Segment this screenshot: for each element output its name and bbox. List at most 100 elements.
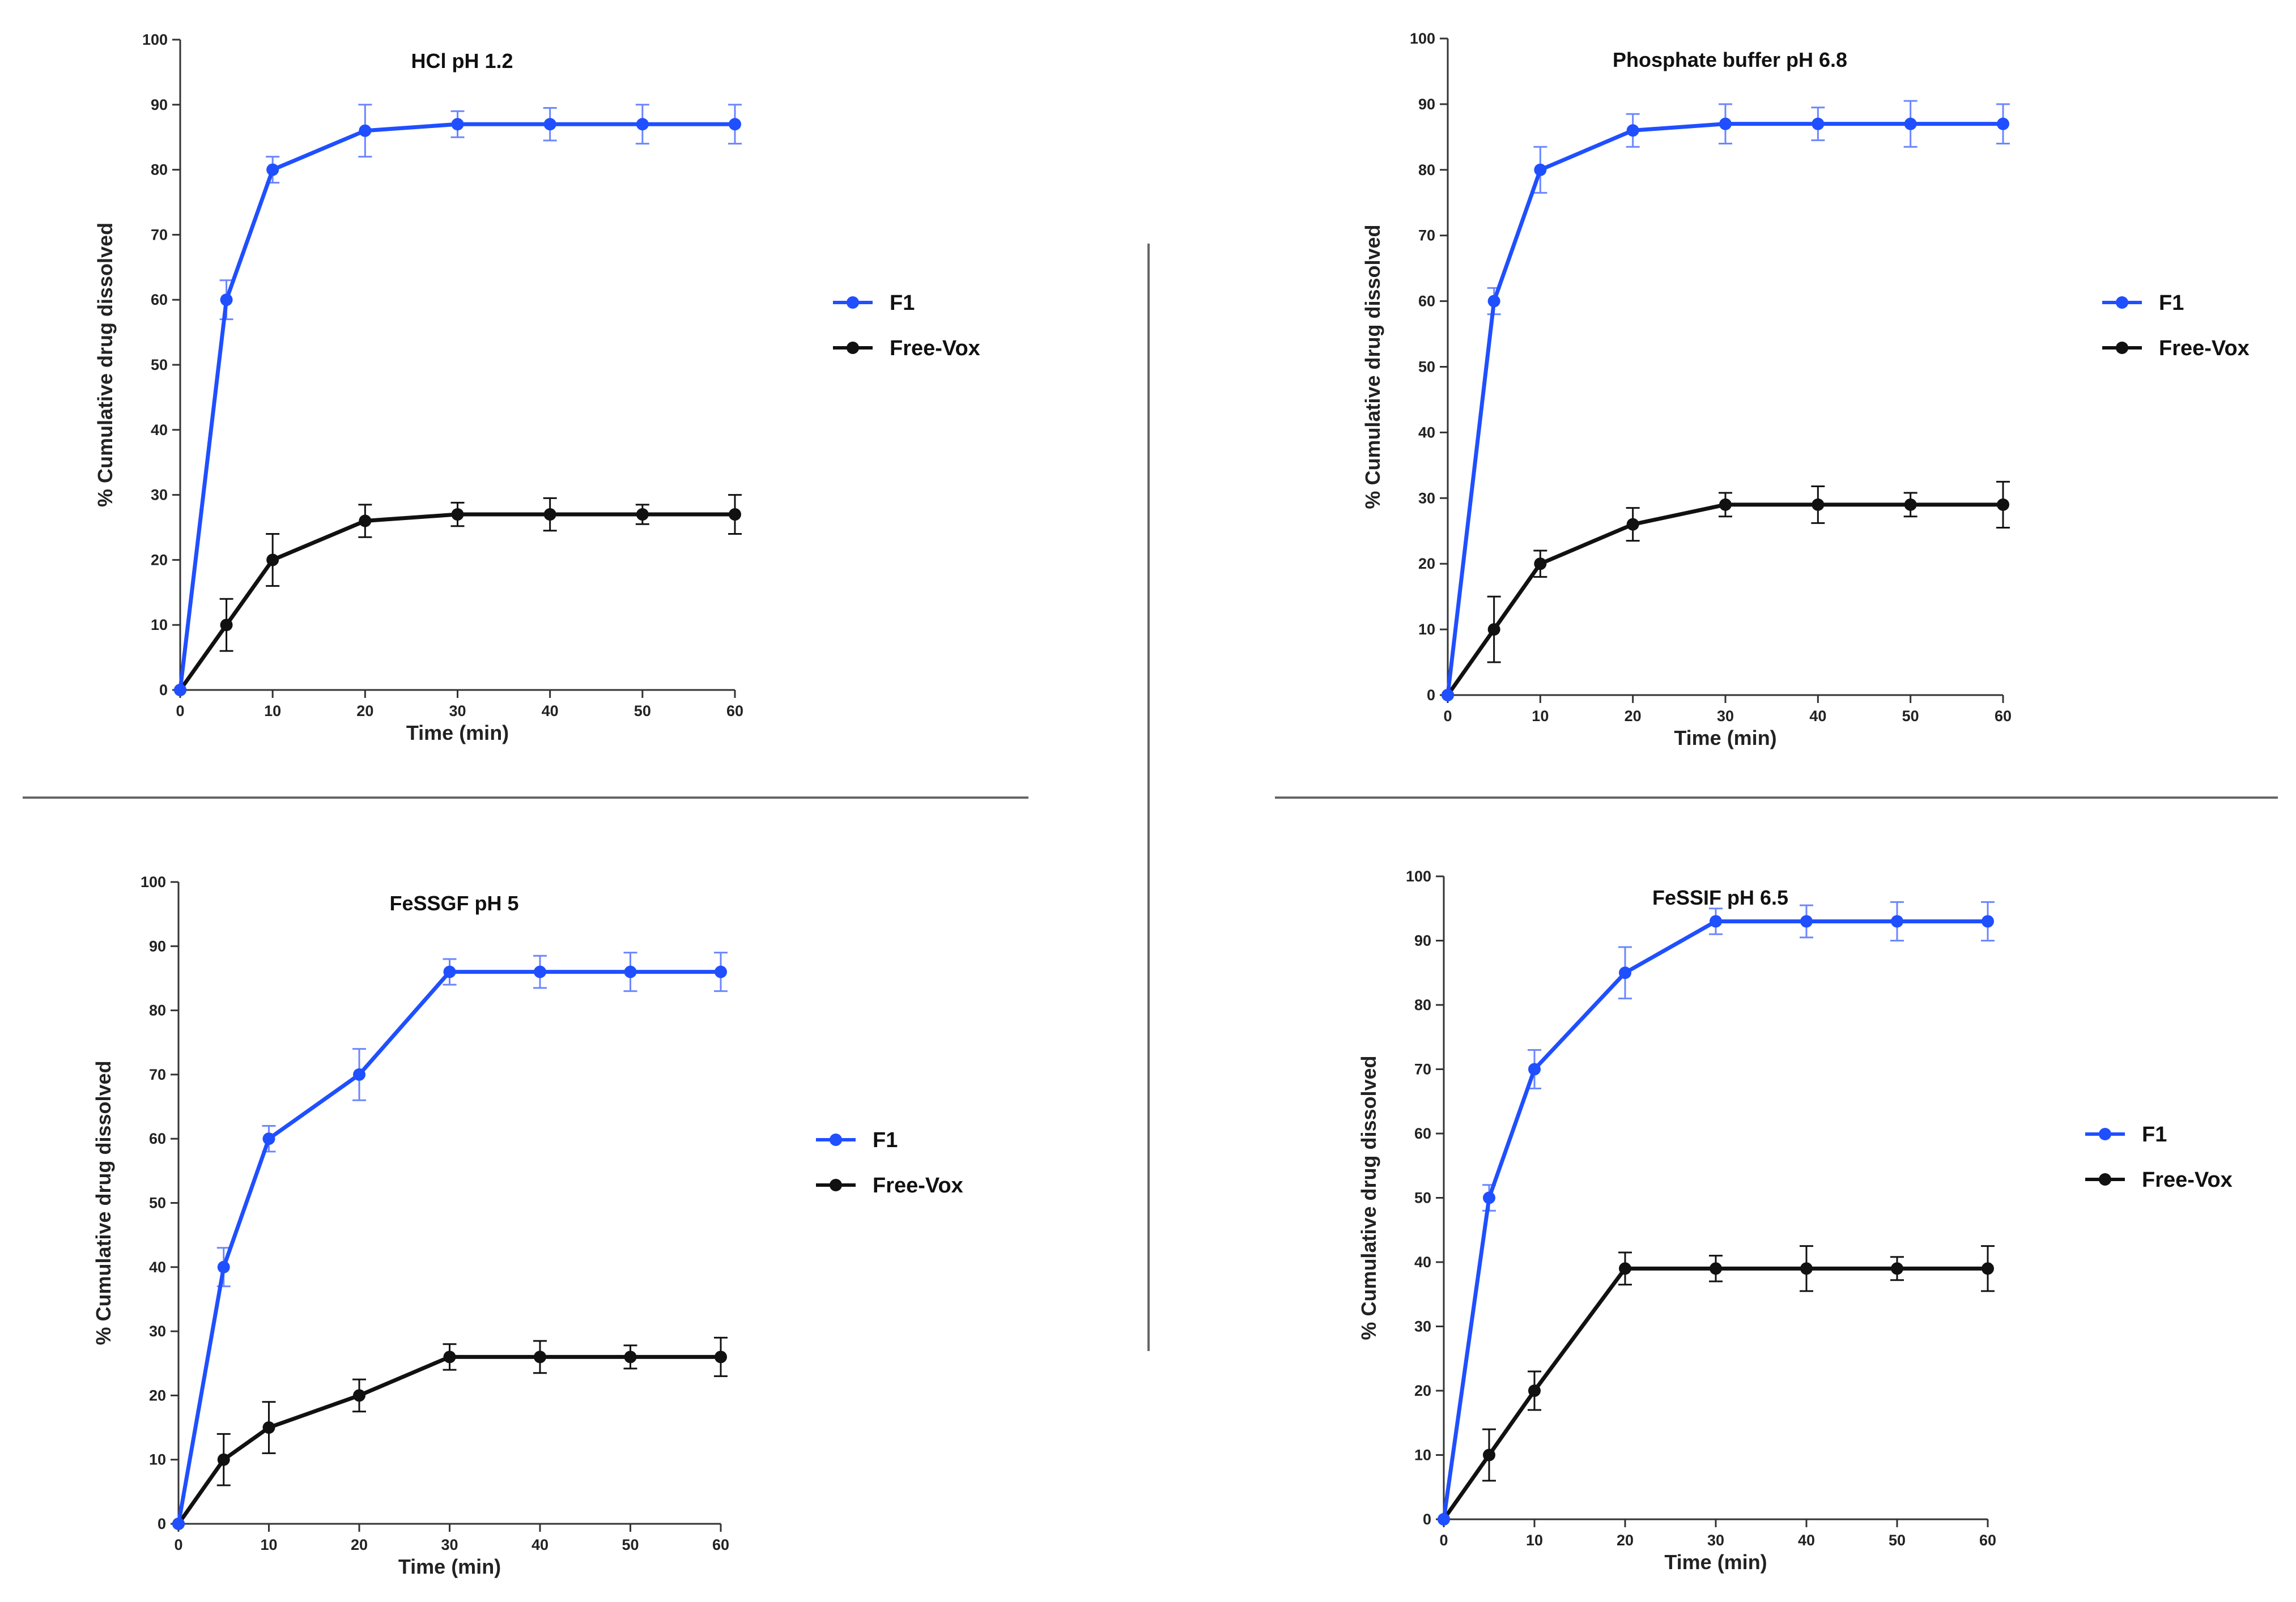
x-tick-label: 10 [1532, 708, 1549, 725]
series-free-vox [1438, 1245, 1995, 1526]
x-tick-label: 60 [712, 1536, 729, 1553]
chart-panel-1: 0 10 20 30 40 50 60 70 80 90 100 0 10 20 30 40 50 60 Time … [93, 31, 980, 744]
x-axis-title: Time (min) [398, 1555, 501, 1578]
data-point [1800, 915, 1813, 928]
legend: F1 Free-Vox [2085, 1123, 2233, 1192]
x-tick-label: 60 [1979, 1532, 1996, 1549]
data-point [172, 1518, 185, 1530]
x-tick-label: 0 [176, 702, 184, 719]
series-line [178, 122, 735, 691]
y-tick-label: 30 [1414, 1318, 1431, 1335]
data-point [359, 124, 372, 137]
x-tick-label: 50 [622, 1536, 639, 1553]
series-line [1445, 122, 2003, 696]
y-tick-label: 50 [149, 1195, 166, 1212]
data-point [1710, 1262, 1722, 1275]
data-point [1626, 518, 1639, 531]
series-line [1446, 502, 2003, 697]
x-tick-label: 20 [1625, 708, 1642, 725]
x-tick-label: 40 [542, 702, 559, 719]
y-tick-label: 50 [1418, 359, 1435, 376]
series-f1 [174, 104, 742, 696]
data-point [353, 1389, 365, 1402]
series-f1 [172, 952, 728, 1530]
x-tick-label: 30 [441, 1536, 458, 1553]
x-tick-label: 60 [1995, 708, 2012, 725]
y-tick-label: 30 [1418, 489, 1435, 506]
y-tick-label: 90 [1414, 932, 1431, 949]
data-point [262, 1132, 275, 1145]
y-axis-title: % Cumulative drug dissolved [1357, 1055, 1380, 1340]
legend-swatch-marker [2099, 1128, 2111, 1140]
y-tick-label: 50 [1414, 1190, 1431, 1207]
x-tick-label: 50 [1902, 708, 1919, 725]
legend: F1 Free-Vox [833, 291, 980, 360]
data-point [359, 514, 372, 527]
y-tick-label: 0 [158, 1515, 166, 1532]
y-tick-label: 40 [149, 1259, 166, 1276]
chart-title: FeSSIF pH 6.5 [1652, 886, 1788, 909]
x-axis-title: Time (min) [1674, 726, 1776, 749]
series-free-vox [172, 1336, 728, 1530]
y-axis-title: % Cumulative drug dissolved [92, 1060, 115, 1345]
x-tick-label: 40 [1798, 1532, 1815, 1549]
data-point [451, 508, 464, 521]
chart-panel-4: 0 10 20 30 40 50 60 70 80 90 100 0 10 20 30 40 50 60 Time … [1357, 868, 2233, 1574]
data-point [1487, 623, 1500, 636]
data-point [1438, 1513, 1450, 1526]
data-point [715, 965, 727, 978]
y-tick-label: 40 [1418, 424, 1435, 441]
data-point [1982, 1262, 1994, 1275]
data-point [534, 965, 546, 978]
legend-swatch-marker [830, 1134, 842, 1146]
legend-label: F1 [2142, 1123, 2167, 1147]
data-point [220, 619, 233, 632]
y-tick-label: 40 [1414, 1254, 1431, 1271]
data-point [543, 118, 556, 131]
y-tick-label: 50 [151, 356, 168, 373]
chart-panel-2: 0 10 20 30 40 50 60 70 80 90 100 0 10 20 30 40 50 60 Time … [1361, 30, 2250, 749]
legend-label: Free-Vox [873, 1174, 963, 1198]
data-point [636, 118, 649, 131]
y-tick-label: 20 [149, 1387, 166, 1404]
data-point [220, 293, 233, 306]
y-tick-label: 10 [149, 1451, 166, 1468]
data-point [729, 508, 741, 521]
y-tick-label: 80 [1418, 161, 1435, 178]
data-point [1528, 1063, 1541, 1076]
x-tick-label: 10 [260, 1536, 277, 1553]
y-tick-label: 70 [151, 226, 168, 243]
legend-label: F1 [890, 291, 915, 315]
y-axis-title: % Cumulative drug dissolved [93, 223, 117, 507]
legend-label: Free-Vox [890, 336, 980, 360]
data-point [1719, 117, 1732, 130]
data-point [1997, 498, 2009, 511]
x-axis-title: Time (min) [406, 721, 509, 744]
series-line [178, 512, 735, 692]
y-tick-label: 100 [1406, 868, 1431, 885]
series-line [1442, 919, 1988, 1520]
data-point [1904, 498, 1917, 511]
y-tick-label: 0 [1427, 687, 1435, 704]
legend-label: Free-Vox [2142, 1168, 2233, 1192]
y-tick-label: 20 [151, 551, 168, 568]
series-f1 [1438, 901, 1995, 1526]
x-tick-label: 0 [1439, 1532, 1448, 1549]
x-tick-label: 30 [449, 702, 466, 719]
data-point [262, 1421, 275, 1434]
data-point [1528, 1384, 1541, 1397]
x-tick-label: 0 [1443, 708, 1452, 725]
data-point [624, 965, 637, 978]
x-tick-label: 10 [264, 702, 281, 719]
x-tick-label: 20 [1617, 1532, 1634, 1549]
y-tick-label: 100 [141, 874, 166, 891]
data-point [1719, 498, 1732, 511]
series-line [176, 970, 721, 1524]
data-point [1891, 1262, 1903, 1275]
legend: F1 Free-Vox [2102, 291, 2250, 360]
legend-label: Free-Vox [2159, 336, 2250, 360]
data-point [1800, 1262, 1813, 1275]
series-free-vox [1442, 480, 2010, 701]
y-tick-label: 60 [1414, 1125, 1431, 1142]
